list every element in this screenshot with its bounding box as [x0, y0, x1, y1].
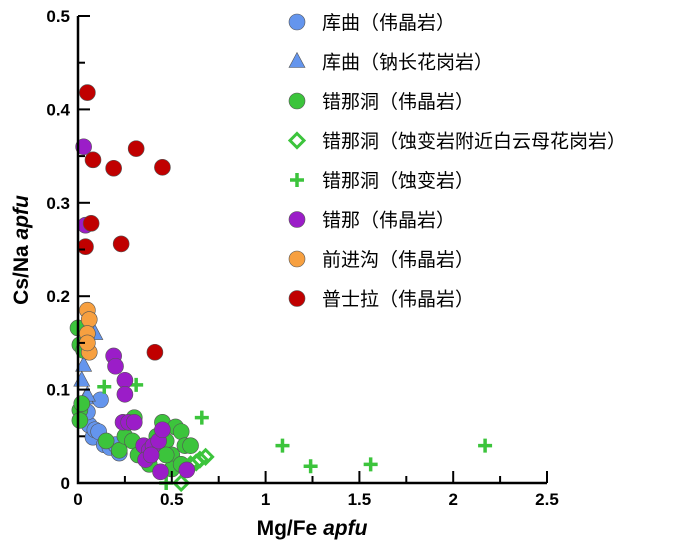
- data-point-series-2: [71, 412, 89, 429]
- legend-marker: [290, 173, 304, 187]
- legend-label: 错那（伟晶岩）: [322, 210, 455, 232]
- data-point-series-1: [75, 355, 93, 372]
- legend-label: 普士拉（伟晶岩）: [322, 289, 474, 311]
- data-point-series-7: [112, 235, 130, 253]
- data-point-series-5: [107, 357, 124, 375]
- x-tick-label: 2: [448, 490, 457, 509]
- data-point-series-2: [110, 442, 128, 459]
- x-axis-label: Mg/Fe apfu: [257, 517, 368, 540]
- data-point-series-6: [80, 311, 98, 328]
- y-tick-label: 0.4: [46, 100, 70, 119]
- y-tick-label: 0.3: [46, 194, 70, 213]
- data-point-series-5: [178, 461, 196, 479]
- data-point-series-7: [154, 159, 171, 176]
- legend-label: 错那洞（蚀变岩）: [322, 170, 474, 192]
- data-point-series-4: [194, 410, 209, 425]
- x-tick-label: 1: [261, 490, 270, 509]
- y-tick-label: 0: [61, 474, 70, 493]
- data-point-series-2: [157, 446, 175, 464]
- legend-marker: [288, 250, 306, 268]
- data-point-series-4: [478, 438, 493, 453]
- data-point-series-7: [146, 343, 164, 361]
- data-point-series-1: [73, 370, 91, 387]
- x-tick-label: 1.5: [348, 490, 372, 509]
- legend-marker: [288, 92, 306, 110]
- data-point-series-5: [125, 413, 143, 431]
- legend-marker: [288, 290, 306, 307]
- data-point-series-7: [79, 84, 96, 101]
- data-point-series-7: [127, 140, 145, 157]
- x-tick-label: 0: [73, 490, 82, 509]
- legend: 库曲（伟晶岩） 库曲（钠长花岗岩） 错那洞（伟晶岩） 错那洞（蚀变岩附近白云母花岗岩）…: [287, 12, 626, 311]
- legend-label: 错那洞（蚀变岩附近白云母花岗岩）: [322, 131, 626, 153]
- y-tick-label: 0.1: [46, 381, 70, 400]
- legend-label: 库曲（伟晶岩）: [322, 12, 455, 34]
- data-point-series-2: [182, 437, 199, 454]
- data-point-series-4: [303, 459, 318, 474]
- x-tick-label: 0.5: [160, 490, 184, 509]
- data-point-series-5: [142, 446, 160, 464]
- data-point-series-5: [152, 463, 169, 481]
- data-point-series-5: [116, 385, 134, 403]
- data-point-series-4: [275, 438, 290, 453]
- data-point-series-5: [116, 371, 134, 389]
- data-point-series-4: [97, 379, 112, 394]
- data-point-series-3: [172, 473, 191, 493]
- legend-marker: [288, 13, 306, 31]
- axis-lines: [76, 16, 547, 485]
- data-point-series-7: [105, 159, 122, 177]
- data-point-series-2: [172, 423, 190, 440]
- data-point-series-7: [77, 238, 94, 255]
- legend-label: 错那洞（伟晶岩）: [322, 91, 474, 113]
- data-point-series-3: [196, 447, 215, 466]
- data-point-series-7: [84, 151, 102, 169]
- data-point-series-5: [75, 138, 92, 156]
- y-axis-label: Cs/Na apfu: [10, 195, 33, 305]
- data-point-series-2: [73, 395, 91, 412]
- y-tick-label: 0.5: [46, 7, 70, 26]
- data-point-series-7: [82, 215, 100, 232]
- legend-label: 前进沟（伟晶岩）: [322, 249, 474, 271]
- legend-marker: [287, 131, 307, 150]
- legend-label: 库曲（钠长花岗岩）: [322, 52, 493, 74]
- axes: 0 0.5 1 1.5 2 2.5 0 0.1 0.2 0.3 0.4 0.5: [46, 7, 558, 509]
- data-point-series-4: [363, 457, 378, 472]
- data-point-series-5: [154, 421, 171, 439]
- legend-marker: [288, 211, 306, 228]
- data-point-series-2: [97, 432, 115, 450]
- data-point-series-3: [187, 453, 206, 472]
- legend-marker: [288, 51, 306, 68]
- y-tick-label: 0.2: [46, 287, 70, 306]
- x-tick-label: 2.5: [535, 490, 559, 509]
